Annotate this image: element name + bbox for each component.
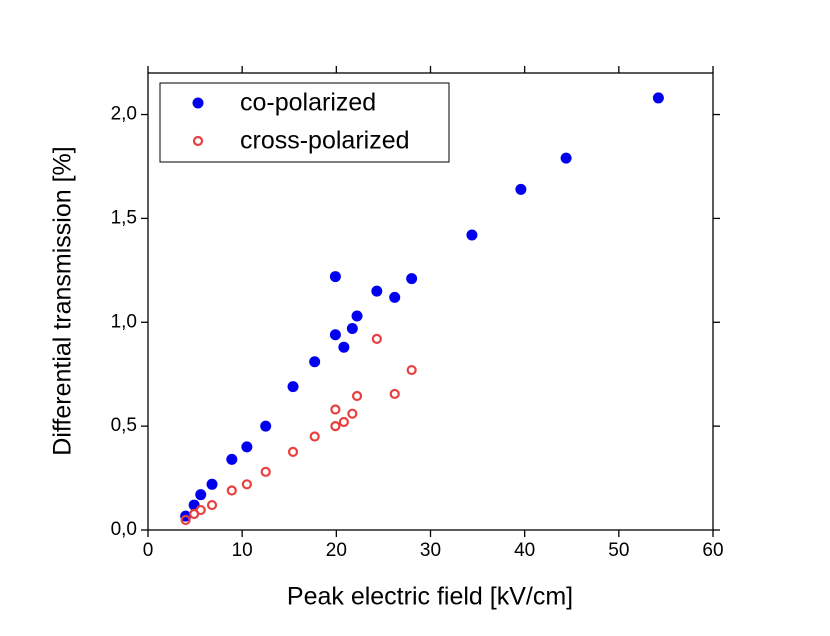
point — [226, 485, 237, 496]
y-axis-label: Differential transmission [%] — [49, 146, 77, 455]
x-axis-label: Peak electric field [kV/cm] — [287, 583, 573, 611]
legend-marker — [192, 135, 204, 147]
point — [406, 364, 417, 376]
point — [260, 420, 272, 432]
point — [347, 408, 358, 419]
point — [195, 504, 206, 516]
point — [560, 152, 572, 164]
legend-box — [159, 82, 450, 163]
point — [241, 441, 253, 453]
y-tick-label: 2,0 — [111, 104, 137, 125]
point — [226, 453, 238, 465]
x-tick-label: 20 — [326, 540, 347, 561]
point — [309, 356, 321, 368]
point — [351, 390, 363, 402]
legend-label: cross-polarized — [240, 127, 410, 155]
point — [329, 329, 341, 341]
legend-label: co-polarized — [240, 89, 376, 117]
point — [466, 229, 478, 241]
point — [241, 479, 252, 490]
x-tick-label: 0 — [143, 540, 154, 561]
point — [652, 92, 664, 104]
y-tick-label: 0,5 — [111, 415, 137, 436]
y-tick-label: 1,0 — [111, 311, 137, 332]
y-tick-label: 0,0 — [111, 519, 137, 540]
point — [329, 271, 341, 283]
point — [371, 333, 382, 344]
point — [180, 514, 191, 526]
x-tick-label: 10 — [232, 540, 253, 561]
x-tick-label: 60 — [702, 540, 723, 561]
x-tick-label: 50 — [608, 540, 629, 561]
point — [330, 404, 341, 415]
point — [515, 183, 527, 195]
point — [338, 416, 349, 428]
point — [287, 446, 299, 457]
point — [260, 466, 271, 477]
point — [389, 388, 400, 400]
point — [346, 323, 358, 335]
legend-marker — [192, 97, 204, 109]
x-tick-label: 40 — [514, 540, 535, 561]
point — [338, 341, 350, 353]
x-tick-label: 30 — [420, 540, 441, 561]
point — [371, 285, 383, 297]
point — [389, 291, 401, 303]
point — [351, 310, 363, 322]
point — [206, 478, 218, 490]
point — [406, 273, 418, 285]
point — [195, 489, 207, 501]
point — [206, 499, 218, 511]
point — [330, 421, 341, 432]
point — [287, 381, 299, 393]
y-tick-label: 1,5 — [111, 207, 137, 228]
point — [309, 431, 320, 442]
